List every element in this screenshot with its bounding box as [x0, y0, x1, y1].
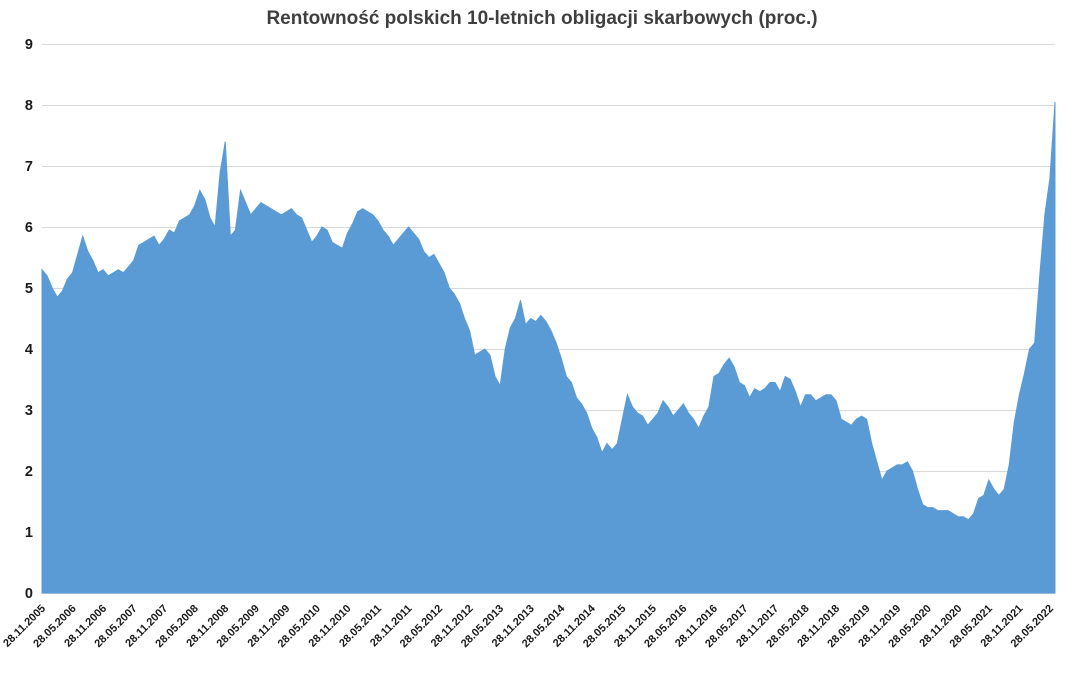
y-tick-label: 9 — [25, 37, 33, 53]
y-tick-label: 7 — [25, 159, 33, 175]
yield-area-path — [41, 101, 1056, 594]
y-tick-label: 4 — [25, 342, 33, 358]
y-tick-label: 8 — [25, 98, 33, 114]
y-tick-label: 2 — [25, 464, 33, 480]
y-tick-label: 3 — [25, 403, 33, 419]
y-tick-label: 5 — [25, 281, 33, 297]
area-series — [41, 101, 1056, 594]
y-tick-label: 6 — [25, 220, 33, 236]
y-axis-labels: 0 1 2 3 4 5 6 7 8 9 — [25, 37, 33, 602]
y-tick-label: 1 — [25, 525, 33, 541]
chart-title: Rentowność polskich 10-letnich obligacji… — [266, 8, 817, 29]
y-tick-label: 0 — [25, 586, 33, 602]
x-axis-labels: 28.11.200528.05.200628.11.200628.05.2007… — [1, 602, 1056, 650]
